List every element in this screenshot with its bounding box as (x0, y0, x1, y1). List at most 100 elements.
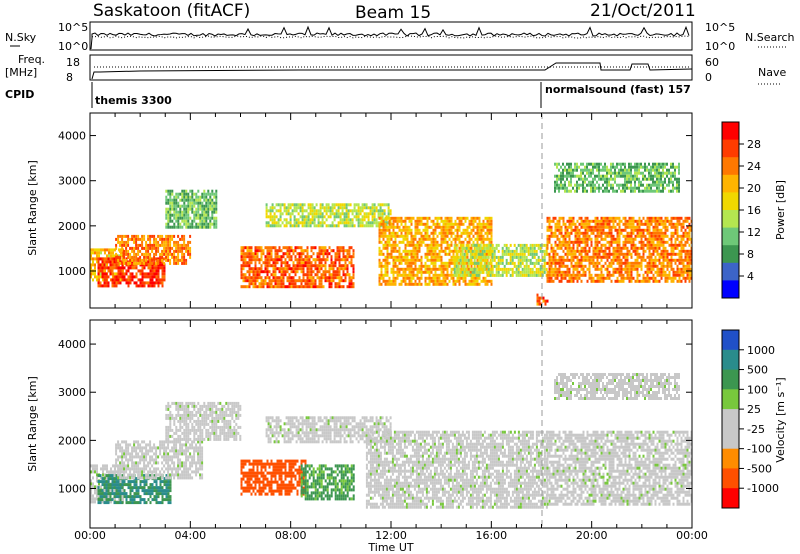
cell (312, 279, 315, 283)
cell (620, 279, 623, 283)
cell (686, 225, 689, 229)
cell (159, 234, 162, 238)
cell (648, 258, 651, 262)
cell (321, 215, 324, 219)
cell (662, 240, 665, 244)
cell (157, 234, 160, 238)
cell (674, 228, 677, 232)
cell (387, 206, 390, 210)
cell (458, 279, 461, 283)
cell (94, 263, 96, 267)
cell (453, 255, 456, 259)
cell (276, 285, 279, 289)
cell (330, 285, 333, 289)
cell (668, 264, 671, 268)
cell (630, 270, 633, 274)
cell (463, 270, 466, 274)
cell (478, 231, 481, 235)
cell (686, 216, 689, 220)
cell (246, 252, 249, 256)
cell (193, 216, 196, 220)
cell (424, 231, 427, 235)
cell (616, 246, 619, 250)
cell (476, 231, 479, 235)
cell (656, 168, 658, 172)
cell (329, 209, 332, 213)
cell (566, 249, 569, 253)
cell (608, 225, 611, 229)
cell (592, 189, 594, 193)
cell (594, 216, 597, 220)
cell (290, 246, 293, 250)
cell (294, 249, 297, 253)
cell (339, 206, 342, 210)
cell (410, 216, 413, 220)
cell (470, 216, 473, 220)
cell (396, 222, 399, 226)
cell (300, 261, 303, 265)
cell (529, 249, 532, 253)
cell (189, 249, 192, 253)
cell (426, 225, 429, 229)
cell (470, 222, 473, 226)
cell (446, 222, 449, 226)
cell (664, 270, 667, 274)
cell (608, 219, 611, 223)
cell (586, 240, 589, 244)
cell (466, 234, 469, 238)
cell (626, 255, 629, 259)
cell (268, 264, 271, 268)
cell (636, 234, 639, 238)
cell (558, 255, 561, 259)
cell (646, 216, 649, 220)
cell (187, 252, 190, 256)
cell (420, 276, 423, 280)
cell (268, 276, 271, 280)
cell (531, 252, 534, 256)
cell (646, 255, 649, 259)
power-data (90, 162, 693, 306)
cell (183, 261, 186, 265)
cell (402, 240, 405, 244)
cell (670, 276, 673, 280)
cell (592, 246, 595, 250)
cell (386, 252, 389, 256)
cell (215, 195, 218, 199)
cell (147, 284, 150, 288)
cell (568, 240, 571, 244)
cell (580, 231, 583, 235)
cell (594, 243, 597, 247)
cell (636, 162, 638, 166)
cell (288, 255, 291, 259)
cell (608, 276, 611, 280)
cell (686, 264, 689, 268)
cell (684, 228, 687, 232)
cell (330, 258, 333, 262)
cell (264, 264, 267, 268)
cell (205, 207, 208, 211)
cell (280, 282, 283, 286)
cell (248, 264, 251, 268)
cell (574, 228, 577, 232)
cell (616, 183, 618, 187)
cell (161, 266, 164, 270)
cell (149, 243, 152, 247)
cell (626, 168, 628, 172)
cell (125, 269, 128, 273)
cell (163, 269, 166, 273)
cell (624, 177, 626, 181)
cell (187, 246, 190, 250)
cell (660, 240, 663, 244)
cell (600, 186, 602, 190)
cell (108, 248, 110, 252)
cell (281, 203, 284, 207)
cell (310, 282, 313, 286)
cell (357, 206, 360, 210)
cell (342, 258, 345, 262)
cell (550, 270, 553, 274)
cell (193, 201, 196, 205)
cell (328, 264, 331, 268)
cell (612, 183, 614, 187)
cell (448, 243, 451, 247)
cell (618, 231, 621, 235)
